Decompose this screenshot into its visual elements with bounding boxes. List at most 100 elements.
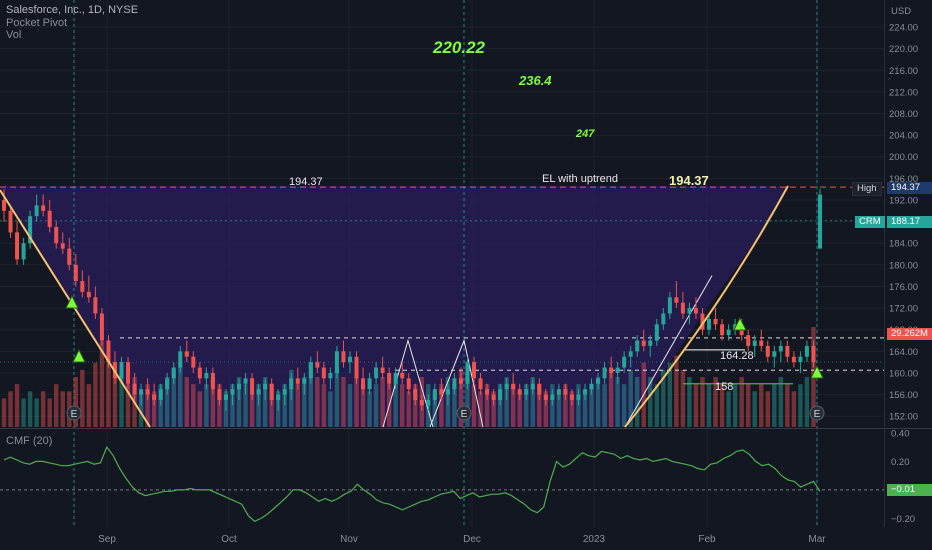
cmf-tick-label: 0.20 bbox=[891, 457, 910, 468]
volume-bar bbox=[47, 398, 52, 427]
volume-bar bbox=[524, 384, 529, 427]
earnings-marker-label: E bbox=[814, 409, 821, 420]
candle-body bbox=[550, 394, 555, 400]
volume-bar bbox=[360, 384, 366, 427]
volume-bar bbox=[569, 391, 575, 427]
volume-bar bbox=[165, 377, 170, 427]
volume-bar bbox=[269, 384, 274, 427]
candle-body bbox=[139, 389, 144, 395]
candle-body bbox=[28, 216, 33, 244]
volume-bar bbox=[334, 369, 340, 427]
symbol-title[interactable]: Salesforce, Inc., 1D, NYSE bbox=[6, 4, 139, 16]
candle-body bbox=[374, 367, 379, 379]
candle-body bbox=[445, 389, 450, 395]
volume-bar bbox=[236, 377, 242, 427]
candle-body bbox=[60, 243, 65, 249]
cmf-value-tag: −0.01 bbox=[887, 484, 932, 496]
price-tick-label: 220.00 bbox=[889, 44, 918, 55]
candle-body bbox=[132, 383, 137, 395]
volume-bar bbox=[373, 384, 379, 427]
candle-body bbox=[569, 394, 574, 400]
candle-body bbox=[804, 345, 809, 357]
volume-bar bbox=[8, 391, 13, 427]
candle-body bbox=[596, 378, 601, 384]
price-tick-label: 204.00 bbox=[889, 131, 918, 142]
resistance-right-label: 194.37 bbox=[669, 173, 709, 188]
candle-body bbox=[171, 367, 176, 379]
volume-bar bbox=[125, 384, 131, 427]
price-tick-label: 180.00 bbox=[889, 260, 918, 271]
pocket-pivot-marker-0 bbox=[65, 294, 79, 309]
volume-bar bbox=[295, 384, 300, 427]
price-tick-label: 160.00 bbox=[889, 368, 918, 379]
candle-body bbox=[308, 362, 313, 379]
volume-bar bbox=[680, 369, 686, 427]
candle-body bbox=[354, 356, 359, 379]
candle-body bbox=[635, 340, 640, 352]
candle-body bbox=[680, 302, 685, 314]
price-tick-label: 156.00 bbox=[889, 390, 918, 401]
candle-body bbox=[472, 362, 477, 379]
candle-body bbox=[210, 372, 215, 390]
candle-body bbox=[263, 383, 268, 390]
indicator-volume[interactable]: Vol bbox=[6, 29, 22, 41]
el-uptrend-label: EL with uptrend bbox=[542, 173, 619, 185]
volume-bar bbox=[380, 377, 385, 427]
candle-body bbox=[798, 356, 803, 363]
candle-body bbox=[700, 313, 705, 330]
volume-bar bbox=[576, 384, 581, 427]
volume-bar bbox=[491, 391, 496, 427]
candle-body bbox=[341, 351, 346, 363]
volume-bar bbox=[439, 384, 444, 427]
candle-body bbox=[765, 345, 770, 357]
resistance-left-label: 194.37 bbox=[289, 176, 323, 188]
volume-bar bbox=[621, 384, 627, 427]
volume-bar bbox=[413, 384, 418, 427]
candle-body bbox=[465, 362, 470, 384]
cmf-tick-label: −0.20 bbox=[891, 514, 915, 525]
volume-bar bbox=[517, 391, 522, 427]
volume-bar bbox=[151, 391, 157, 427]
volume-bar bbox=[34, 398, 39, 427]
candle-body bbox=[106, 340, 111, 363]
volume-bar bbox=[40, 391, 46, 427]
candle-body bbox=[458, 378, 463, 384]
volume-bar bbox=[713, 377, 718, 427]
symbol-tag: CRM bbox=[855, 216, 885, 228]
candle-body bbox=[80, 281, 85, 292]
volume-bar bbox=[563, 384, 568, 427]
volume-bar bbox=[282, 384, 287, 427]
candle-body bbox=[178, 351, 183, 368]
candle-body bbox=[334, 351, 339, 373]
volume-bar bbox=[256, 384, 261, 427]
target-236-label: 236.4 bbox=[519, 73, 552, 88]
volume-bar bbox=[465, 377, 470, 427]
volume-bar bbox=[145, 384, 150, 427]
cmf-title[interactable]: CMF (20) bbox=[6, 435, 53, 447]
volume-bar bbox=[772, 384, 777, 427]
candle-body bbox=[622, 356, 627, 368]
pocket-pivot-marker-3 bbox=[810, 364, 824, 379]
support-158-label: 158 bbox=[715, 381, 734, 393]
candle-body bbox=[432, 389, 437, 400]
candle-body bbox=[772, 351, 777, 357]
candle-body bbox=[119, 362, 124, 379]
candle-body bbox=[674, 297, 679, 303]
candle-body bbox=[556, 389, 561, 395]
candle-body bbox=[165, 378, 170, 390]
volume-bar bbox=[321, 384, 327, 427]
volume-bar bbox=[471, 384, 477, 427]
volume-bar bbox=[158, 384, 163, 427]
volume-bar bbox=[197, 391, 203, 427]
indicator-pocket-pivot[interactable]: Pocket Pivot bbox=[6, 16, 68, 29]
volume-bar bbox=[602, 384, 607, 427]
price-tick-label: 152.00 bbox=[889, 412, 918, 423]
candle-body bbox=[145, 389, 150, 395]
trend-line-up bbox=[624, 275, 713, 428]
candle-body bbox=[811, 345, 816, 363]
candle-body bbox=[302, 378, 307, 384]
volume-bar bbox=[21, 398, 26, 427]
candle-body bbox=[543, 394, 548, 400]
candle-body bbox=[347, 356, 352, 363]
candle-body bbox=[589, 383, 594, 390]
